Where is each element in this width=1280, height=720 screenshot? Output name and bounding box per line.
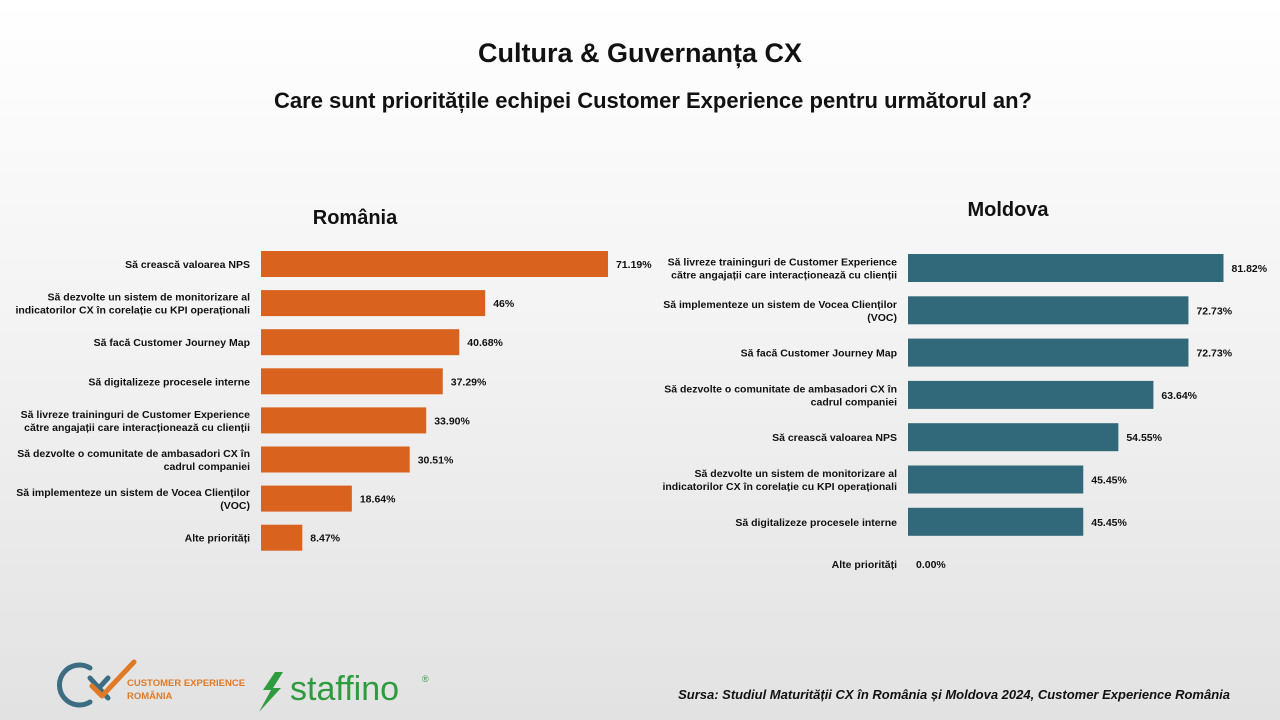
category-label: Alte priorități bbox=[185, 533, 250, 545]
category-label: Alte priorități bbox=[832, 559, 897, 571]
bar bbox=[261, 329, 460, 356]
bar bbox=[908, 380, 1154, 409]
bar bbox=[261, 290, 486, 317]
bar-value-label: 30.51% bbox=[418, 455, 454, 467]
bar-value-label: 18.64% bbox=[360, 494, 396, 506]
category-label: Să crească valoarea NPS bbox=[125, 259, 250, 271]
bar-value-label: 63.64% bbox=[1161, 390, 1197, 402]
bar-value-label: 72.73% bbox=[1196, 348, 1232, 360]
bar bbox=[261, 524, 303, 551]
category-label: Să digitalizeze procesele interne bbox=[735, 517, 897, 529]
bar bbox=[908, 296, 1189, 325]
bar bbox=[261, 485, 352, 512]
category-label: Să livreze traininguri de Customer Exper… bbox=[668, 257, 897, 282]
bar bbox=[908, 465, 1084, 494]
slide-title: Cultura & Guvernanța CX bbox=[477, 38, 803, 68]
category-label: Să dezvolte o comunitate de ambasadori C… bbox=[17, 448, 250, 473]
bar-value-label: 0.00% bbox=[916, 559, 946, 571]
bar-value-label: 71.19% bbox=[616, 259, 652, 271]
category-label: Să dezvolte un sistem de monitorizare al… bbox=[662, 468, 897, 493]
bar bbox=[261, 368, 443, 395]
bar bbox=[261, 251, 608, 277]
cx-logo-line2: ROMÂNIA bbox=[127, 691, 173, 702]
staffino-logo-text: staffino bbox=[290, 670, 400, 708]
moldova-chart-title: Moldova bbox=[967, 199, 1049, 221]
bar-value-label: 40.68% bbox=[467, 337, 503, 349]
category-label: Să dezvolte un sistem de monitorizare al… bbox=[15, 292, 250, 317]
bar-value-label: 45.45% bbox=[1091, 517, 1127, 529]
slide-subtitle: Care sunt prioritățile echipei Customer … bbox=[274, 88, 1032, 113]
registered-mark: ® bbox=[422, 674, 429, 684]
bar-value-label: 33.90% bbox=[434, 415, 470, 427]
category-label: Să implementeze un sistem de Vocea Clien… bbox=[663, 299, 897, 324]
staffino-logo-icon bbox=[259, 672, 283, 712]
bar bbox=[908, 507, 1084, 536]
bar bbox=[908, 423, 1119, 452]
bar bbox=[261, 446, 410, 473]
source-note: Sursa: Studiul Maturității CX în România… bbox=[678, 687, 1230, 702]
bar bbox=[908, 338, 1189, 367]
bar-value-label: 37.29% bbox=[451, 376, 487, 388]
category-label: Să implementeze un sistem de Vocea Clien… bbox=[16, 487, 250, 512]
category-label: Să digitalizeze procesele interne bbox=[88, 376, 250, 388]
bar-value-label: 45.45% bbox=[1091, 475, 1127, 487]
bar-value-label: 72.73% bbox=[1196, 305, 1232, 317]
cx-logo-text: CUSTOMER EXPERIENCE ROMÂNIA bbox=[127, 677, 245, 703]
bar bbox=[261, 407, 427, 434]
category-label: Să dezvolte o comunitate de ambasadori C… bbox=[664, 383, 897, 408]
bar-value-label: 8.47% bbox=[310, 533, 340, 545]
category-label: Să crească valoarea NPS bbox=[772, 432, 897, 444]
bar-value-label: 46% bbox=[493, 298, 515, 310]
romania-chart-title: România bbox=[312, 207, 398, 229]
category-label: Să facă Customer Journey Map bbox=[741, 348, 897, 360]
category-label: Să facă Customer Journey Map bbox=[94, 337, 250, 349]
customer-experience-romania-logo bbox=[57, 659, 137, 708]
cx-logo-line1: CUSTOMER EXPERIENCE bbox=[127, 678, 246, 689]
category-label: Să livreze traininguri de Customer Exper… bbox=[21, 409, 250, 434]
bar-value-label: 81.82% bbox=[1231, 263, 1267, 275]
bar bbox=[908, 254, 1224, 282]
bar-value-label: 54.55% bbox=[1126, 432, 1162, 444]
